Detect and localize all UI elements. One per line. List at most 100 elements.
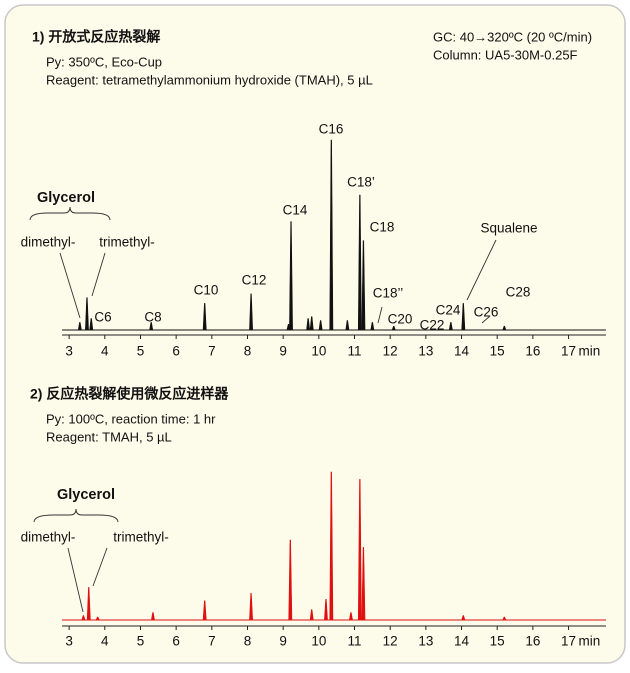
x-tick-label: 13 (418, 634, 433, 649)
x-tick-label: 4 (101, 634, 109, 649)
x-tick-label: 11 (348, 344, 362, 359)
peak (329, 139, 334, 331)
x-tick-label: 14 (454, 344, 470, 359)
peak (77, 322, 82, 331)
x-tick-label: 7 (208, 634, 216, 649)
peak-annotation: C10 (194, 283, 219, 298)
peak (306, 318, 311, 331)
peak-annotation: dimethyl- (21, 235, 76, 250)
method-note: GC: 40→320ºC (20 ºC/min) (433, 29, 592, 44)
x-tick-label: 8 (244, 634, 252, 649)
x-tick-label: 3 (65, 634, 73, 649)
peak (202, 600, 207, 621)
x-tick-label: 17 (561, 344, 576, 359)
peak (370, 322, 375, 331)
peak (202, 303, 207, 331)
leader-line (377, 306, 383, 324)
peak-annotation: dimethyl- (21, 530, 76, 545)
peak (309, 609, 314, 621)
peak (249, 593, 253, 621)
leader-line (92, 547, 108, 587)
x-tick-label: 8 (244, 344, 252, 359)
method-note: Reagent: tetramethylammonium hydroxide (… (46, 72, 373, 87)
peak-annotation: C16 (319, 122, 344, 137)
leader-line (481, 315, 491, 324)
x-tick-label: 14 (454, 634, 470, 649)
peak (357, 479, 362, 621)
peak (345, 320, 350, 331)
x-tick-label: 16 (525, 634, 540, 649)
peak (95, 616, 100, 621)
peak (502, 325, 507, 331)
peak (309, 316, 314, 331)
x-tick-label: 7 (208, 344, 216, 359)
peak (249, 293, 253, 331)
x-tick-label: 16 (525, 344, 540, 359)
leader-line (91, 252, 106, 297)
peak (461, 303, 466, 331)
peak (86, 587, 91, 621)
peak-annotation: Squalene (480, 221, 537, 236)
x-tick-label: 4 (101, 344, 109, 359)
x-tick-label: 6 (172, 634, 180, 649)
panel-title: 1) 开放式反应热裂解 (32, 29, 160, 45)
peak (361, 240, 366, 331)
leader-line (59, 252, 81, 319)
peak-annotation: trimethyl- (113, 530, 169, 545)
peak (329, 471, 334, 621)
brace (33, 508, 119, 523)
x-tick-label: 12 (383, 344, 398, 359)
leader-line (466, 239, 497, 301)
x-tick-label: 13 (418, 344, 433, 359)
peak-annotation: C22 (420, 318, 445, 333)
peak (149, 322, 154, 331)
peak (448, 322, 453, 331)
peak-annotation: Glycerol (37, 190, 95, 206)
x-tick-label: 5 (137, 344, 145, 359)
peak (151, 612, 155, 621)
peak-annotation: Glycerol (57, 487, 115, 503)
x-tick-label: 3 (65, 344, 73, 359)
method-note: Column: UA5-30M-0.25F (433, 47, 578, 62)
peak (89, 318, 94, 331)
x-axis-label: min (579, 634, 601, 649)
peak-annotation: C8 (144, 310, 161, 325)
peak (324, 598, 328, 621)
x-tick-label: 6 (172, 344, 180, 359)
leader-line (67, 547, 84, 613)
peak (502, 616, 507, 621)
peak (288, 539, 293, 621)
peak-annotation: C18 (370, 220, 395, 235)
peak (318, 320, 323, 331)
x-tick-label: 5 (137, 634, 145, 649)
x-tick-label: 15 (490, 634, 505, 649)
method-note: Reagent: TMAH, 5 µL (46, 429, 172, 444)
peak-annotation: C14 (283, 203, 308, 218)
brace (29, 206, 111, 221)
peak-annotation: trimethyl- (99, 235, 155, 250)
panel-title: 2) 反应热裂解使用微反应进样器 (30, 386, 229, 402)
x-tick-label: 15 (490, 344, 505, 359)
method-note: Py: 350ºC, Eco-Cup (46, 54, 162, 69)
x-tick-label: 17 (561, 634, 576, 649)
x-tick-label: 10 (311, 634, 326, 649)
peak (361, 547, 366, 621)
x-tick-label: 9 (279, 344, 287, 359)
x-axis-label: min (579, 344, 601, 359)
peak-annotation: C18’’ (373, 286, 404, 301)
x-tick-label: 12 (383, 634, 398, 649)
peak-annotation: C28 (506, 285, 531, 300)
peak-annotation: C18’ (347, 175, 375, 190)
x-tick-label: 9 (279, 634, 287, 649)
peak (348, 612, 353, 621)
peak (391, 325, 396, 331)
peak-annotation: C6 (94, 310, 111, 325)
peak (85, 297, 89, 331)
peak-annotation: C20 (388, 312, 413, 327)
peak (289, 221, 293, 331)
peak (461, 615, 466, 621)
peak-annotation: C26 (474, 305, 499, 320)
x-tick-label: 10 (311, 344, 326, 359)
